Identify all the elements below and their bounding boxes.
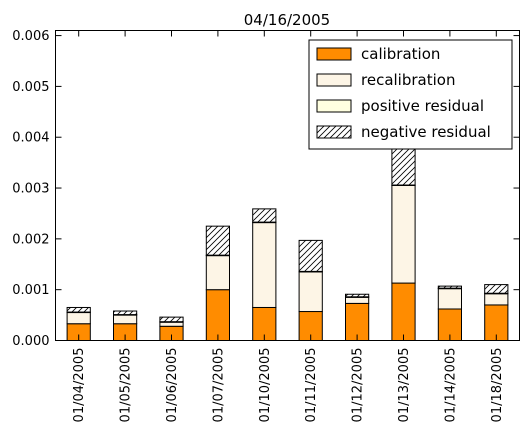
bar-segment bbox=[252, 222, 277, 308]
bar-segment bbox=[252, 208, 277, 223]
bar-segment bbox=[345, 296, 370, 304]
legend-label: positive residual bbox=[361, 97, 484, 115]
y-tick-label: 0.006 bbox=[12, 29, 49, 44]
x-tick-label: 01/04/2005 bbox=[72, 348, 87, 423]
bar-segment bbox=[205, 255, 231, 291]
bar-segment bbox=[113, 310, 138, 316]
x-tick-label: 01/05/2005 bbox=[119, 348, 134, 423]
bar-segment bbox=[66, 312, 91, 325]
x-tick-label: 01/13/2005 bbox=[397, 348, 412, 423]
legend-label: negative residual bbox=[361, 123, 491, 141]
bar-segment bbox=[437, 288, 462, 310]
bar-segment bbox=[113, 314, 138, 325]
bar-segment bbox=[159, 321, 184, 327]
bar-segment bbox=[159, 316, 184, 323]
x-tick-label: 01/10/2005 bbox=[258, 348, 273, 423]
bar-stack bbox=[391, 146, 416, 342]
bar-segment bbox=[437, 285, 462, 289]
bars-layer bbox=[66, 146, 509, 342]
plot-frame bbox=[55, 30, 520, 341]
y-tick-label: 0.002 bbox=[12, 232, 49, 247]
y-tick-label: 0.003 bbox=[12, 182, 49, 197]
bar-segment bbox=[391, 146, 416, 186]
bar-stack bbox=[298, 239, 323, 341]
x-tick-label: 01/12/2005 bbox=[351, 348, 366, 423]
y-tick-label: 0.000 bbox=[12, 334, 49, 349]
x-axis: 01/04/2005 01/05/2005 01/06/2005 01/07/2005… bbox=[72, 30, 505, 423]
legend: calibration recalibration positive residua… bbox=[308, 39, 513, 150]
legend-swatch bbox=[316, 73, 352, 87]
bar-segment bbox=[298, 271, 323, 313]
bar-stack bbox=[437, 285, 462, 341]
x-tick-label: 01/06/2005 bbox=[165, 348, 180, 423]
bar-segment bbox=[391, 282, 416, 342]
legend-swatch bbox=[316, 125, 352, 139]
y-tick-label: 0.005 bbox=[12, 80, 49, 95]
bar-segment bbox=[484, 284, 509, 294]
legend-swatch bbox=[316, 47, 352, 61]
bar-stack bbox=[66, 306, 91, 342]
chart-title: 04/16/2005 bbox=[244, 11, 330, 29]
bar-segment bbox=[345, 293, 370, 298]
legend-label: calibration bbox=[361, 45, 440, 63]
x-tick-label: 01/18/2005 bbox=[490, 348, 505, 423]
bar-segment bbox=[205, 289, 231, 341]
bar-segment bbox=[391, 185, 416, 284]
bar-segment bbox=[66, 306, 91, 313]
bar-stack bbox=[205, 225, 231, 341]
bar-segment bbox=[484, 293, 509, 306]
x-tick-label: 01/14/2005 bbox=[443, 348, 458, 423]
bar-segment bbox=[205, 225, 231, 256]
y-tick-label: 0.004 bbox=[12, 131, 49, 146]
bar-stack bbox=[484, 284, 509, 341]
bar-stack bbox=[113, 310, 138, 342]
x-tick-label: 01/11/2005 bbox=[304, 348, 319, 423]
bar-segment bbox=[298, 239, 323, 272]
legend-label: recalibration bbox=[361, 71, 455, 89]
x-tick-label: 01/07/2005 bbox=[211, 348, 226, 423]
legend-swatch bbox=[316, 99, 352, 113]
bar-stack bbox=[345, 293, 370, 341]
bar-stack bbox=[252, 208, 277, 341]
y-tick-label: 0.001 bbox=[12, 283, 49, 298]
bar-stack bbox=[159, 316, 184, 341]
y-axis: 0.000 0.001 0.002 0.003 0.004 0.005 0.006 bbox=[12, 29, 520, 349]
